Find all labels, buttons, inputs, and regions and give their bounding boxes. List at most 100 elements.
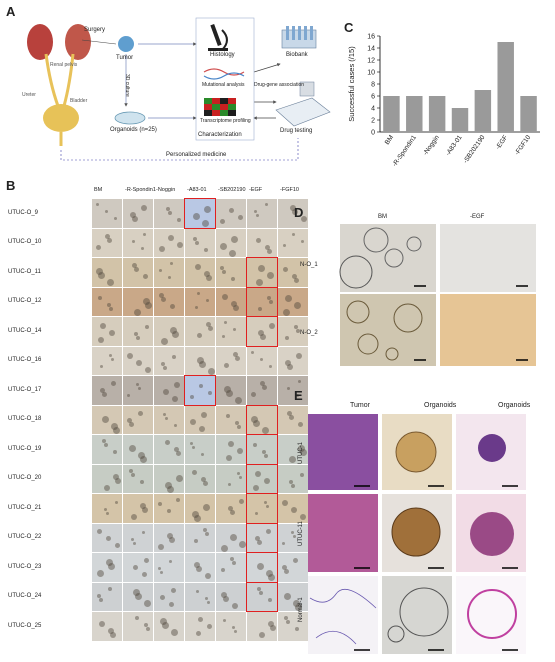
bar (520, 96, 537, 132)
d-col-bm: BM (378, 214, 387, 220)
panel-b-letter: B (6, 178, 16, 193)
organoid-dot (193, 213, 200, 220)
organoid-dot (222, 335, 225, 338)
organoid-dot (98, 295, 102, 300)
organoid-dot (208, 367, 215, 375)
organoid-dot (239, 540, 246, 548)
grid-cell (154, 435, 184, 464)
organoid-dot (230, 533, 237, 541)
organoid-dot (223, 595, 229, 602)
label-biobank: Biobank (286, 52, 308, 58)
organoid-dot (108, 628, 114, 634)
grid-cell (185, 317, 215, 346)
organoid-dot (171, 629, 178, 636)
grid-cell (185, 494, 215, 523)
organoid-dot (204, 271, 210, 277)
grid-cell (246, 552, 278, 583)
grid-cell (123, 258, 153, 287)
organoid-dot (294, 301, 301, 309)
grid-row-label: UTUC-O_24 (8, 593, 42, 600)
grid-cell (123, 523, 153, 552)
organoid-dot (176, 474, 183, 482)
organoid-dot (221, 591, 227, 598)
grid-cell (246, 522, 278, 553)
label-histology: Histology (210, 52, 235, 58)
grid-cell (123, 317, 153, 346)
organoid-dot (159, 292, 164, 298)
panel-d-letter: D (294, 205, 304, 220)
label-organoids: Organoids (n=25) (110, 127, 157, 133)
label-drug-gene: Drug-gene association (254, 82, 305, 88)
organoid-dot (109, 330, 115, 336)
panel-e-letter: E (294, 388, 303, 403)
organoid-dot (260, 334, 266, 340)
organoid-dot (237, 448, 243, 454)
organoid-dot (163, 412, 166, 416)
organoid-dot (266, 528, 271, 534)
organoid-dot (292, 209, 298, 215)
organoid-dot (127, 417, 132, 423)
y-tick-label: 14 (367, 46, 375, 53)
organoid-dot (130, 212, 136, 218)
grid-cell (216, 405, 246, 434)
grid-row-label: UTUC-O_12 (8, 298, 42, 305)
organoid-dot (267, 295, 271, 300)
grid-cell (92, 553, 122, 582)
grid-cell (185, 464, 215, 493)
grid-cell (216, 582, 246, 611)
organoid-dot (199, 425, 205, 432)
organoid-dot (195, 305, 198, 309)
organoid-dot (230, 557, 234, 561)
organoid-dot (144, 558, 149, 563)
label-renal-pelvis: Renal pelvis (50, 62, 78, 68)
grid-row-label: UTUC-O_16 (8, 357, 42, 364)
grid-cell (246, 257, 278, 288)
organoid-dot (268, 621, 274, 627)
organoid-dot (127, 352, 133, 359)
organoid-dot (233, 304, 239, 311)
grid-cell (216, 317, 246, 346)
organoid-dot (160, 594, 165, 600)
organoid-dot (166, 207, 170, 211)
grid-cell (246, 316, 278, 347)
organoid-dot (207, 600, 210, 604)
organoid-dot (105, 233, 110, 239)
organoid-dot (285, 336, 289, 340)
e-micrographs (308, 414, 526, 654)
organoid-dot (267, 248, 272, 254)
organoid-dot (286, 620, 290, 624)
panel-d-images: BM -EGF N-O_1 N-O_2 (296, 214, 555, 374)
organoid-dot (193, 236, 197, 241)
organoid-dot (161, 296, 166, 302)
organoid-dot (301, 216, 307, 222)
organoid-dot (176, 451, 181, 456)
organoid-dot (291, 507, 297, 513)
organoid-dot (256, 214, 259, 217)
organoid-dot (232, 626, 235, 629)
organoid-dot (264, 501, 267, 504)
organoid-dot (108, 586, 112, 591)
organoid-dot (107, 302, 111, 307)
organoid-dot (229, 249, 236, 257)
grid-cell (185, 287, 215, 316)
grid-cell (216, 494, 246, 523)
organoid-dot (143, 297, 150, 305)
grid-cell (246, 493, 278, 524)
organoid-dot (269, 323, 275, 329)
organoid-dot (197, 356, 204, 364)
organoid-dot (113, 426, 120, 434)
organoid-dot (162, 622, 169, 629)
grid-cell (278, 612, 308, 641)
organoid-dot (160, 571, 163, 574)
grid-col-header: BM (94, 187, 103, 193)
organoid-dot (133, 565, 138, 570)
organoid-dot (104, 508, 107, 511)
organoid-dot (96, 268, 103, 275)
organoid-dot (136, 336, 140, 340)
organoid-dot (220, 266, 224, 270)
grid-cell (278, 287, 308, 316)
bar (428, 96, 446, 132)
organoid-dot (205, 573, 211, 579)
organoid-dot (158, 543, 164, 550)
grid-cell (185, 435, 215, 464)
